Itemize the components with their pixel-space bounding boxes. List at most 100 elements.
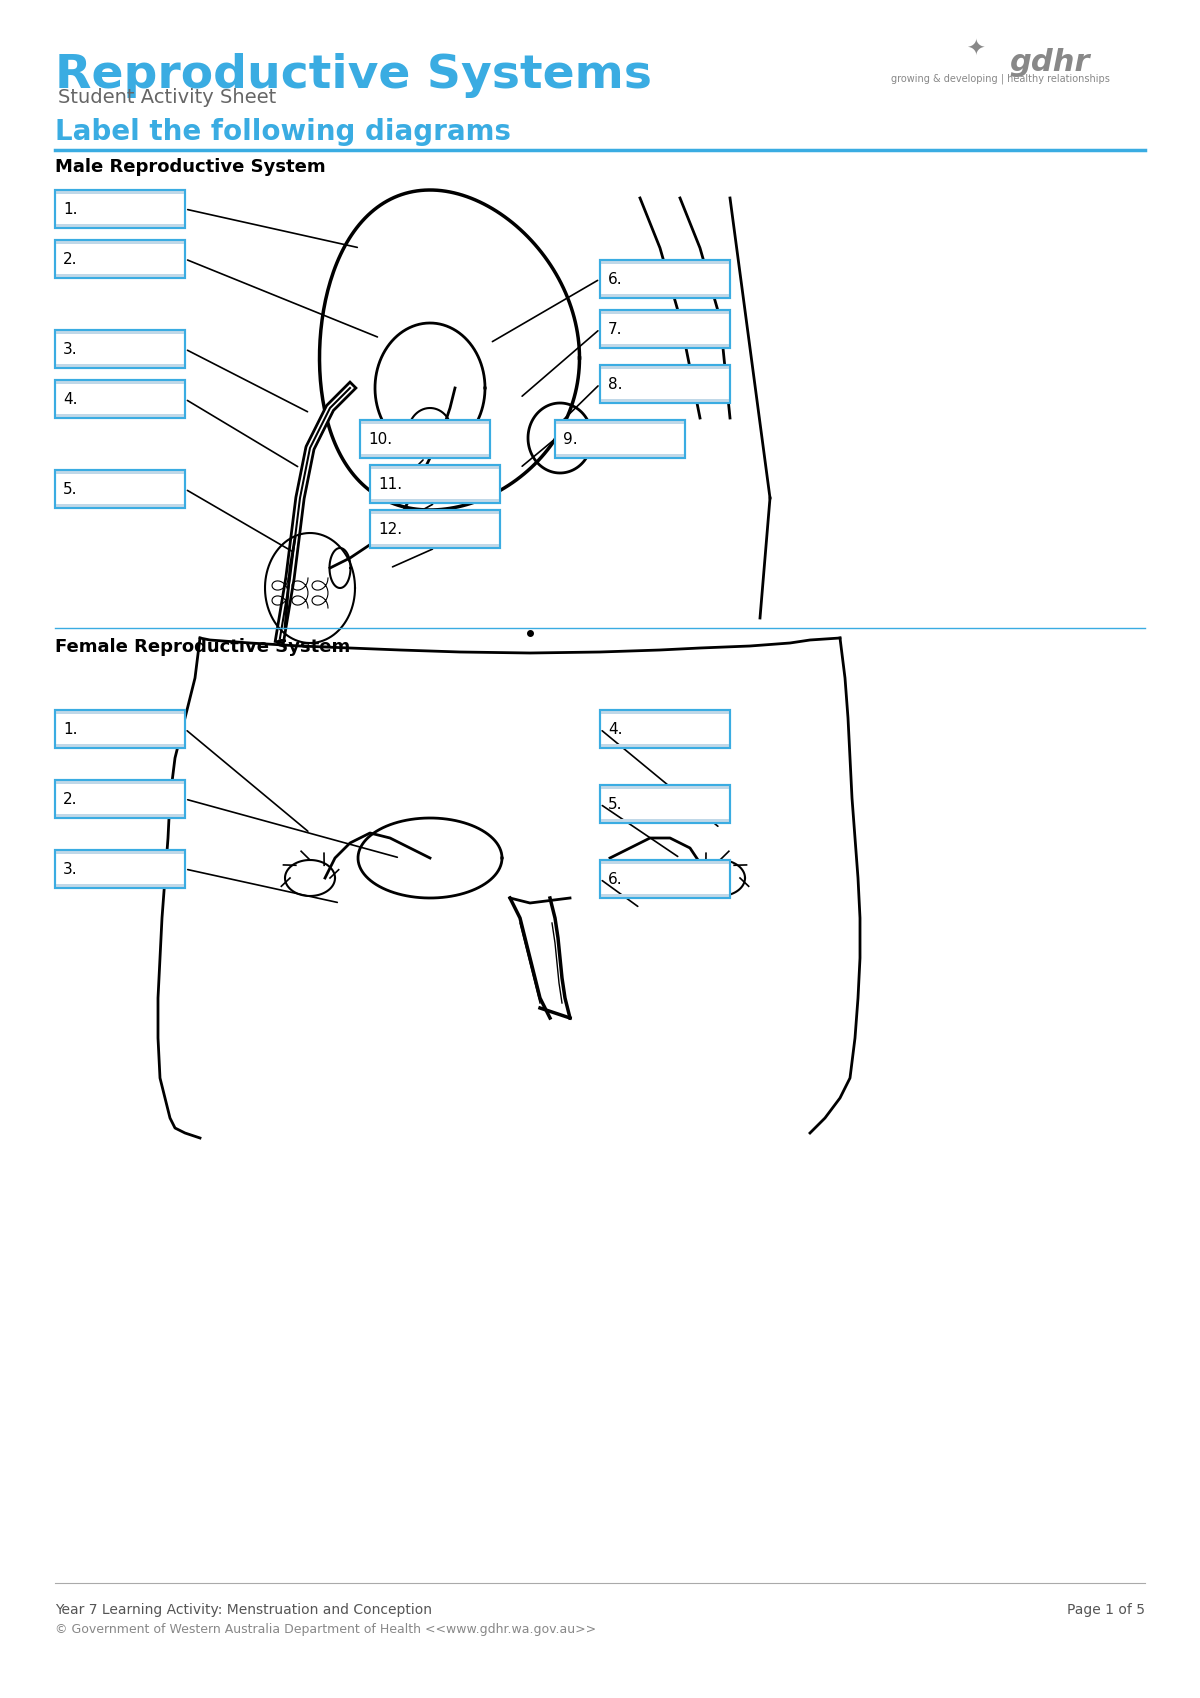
Bar [554,419,685,458]
Bar [600,710,730,749]
Bar [600,294,730,299]
Bar [360,419,490,424]
Bar [55,190,185,228]
Bar [554,419,685,458]
Bar [55,380,185,418]
Bar [600,365,730,402]
Text: ✦: ✦ [966,41,984,59]
Bar [55,851,185,854]
Text: 11.: 11. [378,477,402,491]
Bar [600,784,730,824]
Bar [600,784,730,790]
Text: 12.: 12. [378,521,402,537]
Bar [370,509,500,514]
Bar [55,239,185,278]
Bar [370,509,500,548]
Text: 5.: 5. [608,796,623,812]
Bar [55,239,185,278]
Bar [55,239,185,245]
Text: © Government of Western Australia Department of Health <<www.gdhr.wa.gov.au>>: © Government of Western Australia Depart… [55,1623,596,1635]
Text: Female Reproductive System: Female Reproductive System [55,638,350,655]
Bar [600,260,730,299]
Bar [55,470,185,474]
Bar [55,710,185,749]
Bar [55,710,185,713]
Text: 10.: 10. [368,431,392,447]
Text: 6.: 6. [608,272,623,287]
Bar [600,710,730,713]
Bar [55,190,185,194]
Bar [600,260,730,263]
Bar [370,509,500,548]
Text: 4.: 4. [64,392,78,406]
Bar [55,710,185,749]
Bar [360,419,490,458]
Text: 3.: 3. [64,341,78,357]
Bar [55,329,185,368]
Bar [55,885,185,888]
Bar [55,380,185,418]
Text: 6.: 6. [608,871,623,886]
Bar [600,859,730,898]
Text: 8.: 8. [608,377,623,392]
Bar [370,465,500,503]
Bar [554,453,685,458]
Bar [55,380,185,384]
Bar [55,504,185,508]
Bar [370,543,500,548]
Bar [600,311,730,348]
Text: growing & developing | healthy relationships: growing & developing | healthy relations… [890,73,1110,83]
Bar [600,784,730,824]
Bar [600,345,730,348]
Bar [600,859,730,864]
Bar [370,499,500,503]
Bar [55,779,185,784]
Text: 2.: 2. [64,251,78,267]
Bar [55,779,185,818]
Text: 1.: 1. [64,722,78,737]
Bar [55,363,185,368]
Text: 2.: 2. [64,791,78,807]
Bar [55,779,185,818]
Text: 4.: 4. [608,722,623,737]
Text: 3.: 3. [64,861,78,876]
Text: Reproductive Systems: Reproductive Systems [55,53,652,98]
Bar [600,365,730,402]
Bar [360,453,490,458]
Bar [55,273,185,278]
Bar [600,311,730,314]
Bar [600,399,730,402]
Bar [600,710,730,749]
Bar [600,895,730,898]
Bar [600,311,730,348]
Bar [55,813,185,818]
Bar [600,260,730,299]
Bar [370,465,500,469]
Text: 1.: 1. [64,202,78,217]
Bar [55,190,185,228]
Text: 7.: 7. [608,321,623,336]
Bar [370,465,500,503]
Text: Label the following diagrams: Label the following diagrams [55,117,511,146]
Bar [600,365,730,368]
Text: Student Activity Sheet: Student Activity Sheet [58,88,276,107]
Text: Year 7 Learning Activity: Menstruation and Conception: Year 7 Learning Activity: Menstruation a… [55,1603,432,1616]
Bar [55,414,185,418]
Bar [55,329,185,335]
Bar [55,744,185,749]
Text: Page 1 of 5: Page 1 of 5 [1067,1603,1145,1616]
Bar [55,329,185,368]
Bar [55,470,185,508]
Bar [55,851,185,888]
Bar [600,818,730,824]
Text: 9.: 9. [563,431,577,447]
Bar [55,470,185,508]
Bar [55,851,185,888]
Bar [55,224,185,228]
Bar [600,744,730,749]
Bar [360,419,490,458]
Text: gdhr: gdhr [1009,48,1091,76]
Text: Male Reproductive System: Male Reproductive System [55,158,325,177]
Text: 5.: 5. [64,482,78,496]
Bar [600,859,730,898]
